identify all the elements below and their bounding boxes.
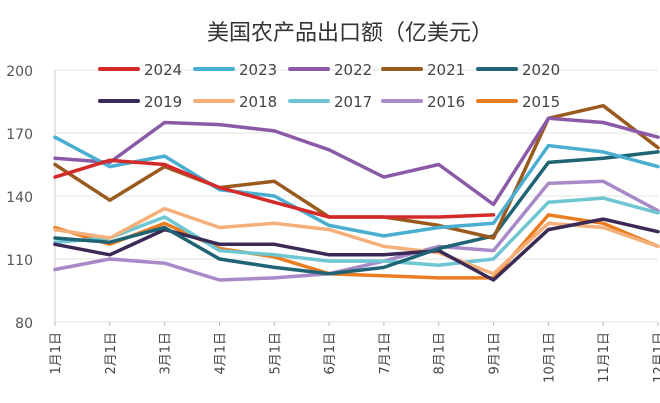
x-axis: 1月1日 2月1日 3月1日 4月1日 5月1日 6月1日 7月1日 8月1日 9月1日 10月1… [49, 322, 660, 383]
y-tick-label: 200 [6, 64, 33, 80]
legend-label-2015: 2015 [522, 93, 560, 111]
y-tick-label: 110 [6, 253, 33, 269]
x-tick-label: 9月1日 [488, 332, 503, 375]
x-tick-label: 7月1日 [378, 332, 393, 375]
series-line-2022 [53, 116, 660, 207]
series-line-2023 [53, 135, 660, 238]
series-line-2024 [53, 158, 496, 219]
legend-label-2019: 2019 [144, 93, 182, 111]
x-tick-label: 2月1日 [104, 332, 119, 375]
series-line-2018 [53, 206, 660, 276]
legend-label-2024: 2024 [144, 61, 182, 79]
x-tick-label: 11月1日 [597, 332, 612, 383]
y-tick-label: 140 [6, 190, 33, 206]
legend-label-2021: 2021 [427, 61, 465, 79]
series-line-2017 [53, 196, 660, 268]
series-line-2020 [53, 150, 660, 276]
series-lines [53, 103, 660, 282]
y-axis: 80 110 140 170 200 [6, 64, 33, 332]
y-tick-label: 80 [15, 316, 33, 332]
x-tick-label: 6月1日 [323, 332, 338, 375]
grid-lines [54, 69, 658, 323]
x-tick-label: 3月1日 [159, 332, 174, 375]
legend-label-2018: 2018 [239, 93, 277, 111]
x-tick-label: 1月1日 [49, 332, 64, 375]
series-line-2019 [53, 217, 660, 282]
x-tick-label: 10月1日 [542, 332, 557, 383]
y-tick-label: 170 [6, 127, 33, 143]
legend-label-2022: 2022 [334, 61, 372, 79]
legend-label-2020: 2020 [522, 61, 560, 79]
x-tick-label: 4月1日 [213, 332, 228, 375]
legend-label-2016: 2016 [427, 93, 465, 111]
x-tick-label: 8月1日 [433, 332, 448, 375]
legend-label-2017: 2017 [334, 93, 372, 111]
x-tick-label: 12月1日 [652, 332, 660, 383]
x-tick-label: 5月1日 [268, 332, 283, 375]
series-line-2015 [53, 213, 660, 280]
series-line-2016 [53, 179, 660, 282]
legend-label-2023: 2023 [239, 61, 277, 79]
chart-title: 美国农产品出口额（亿美元） [207, 21, 493, 46]
legend: 2024 2023 2022 2021 2020 2019 2018 2017 2016 2015 [98, 61, 560, 111]
